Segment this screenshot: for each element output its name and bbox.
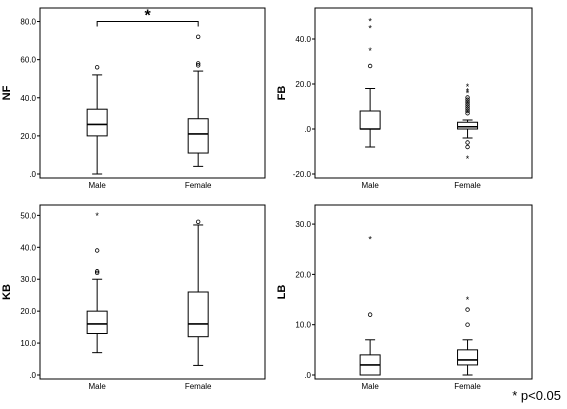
extreme-point: * bbox=[368, 235, 372, 245]
outlier-point bbox=[465, 102, 470, 107]
box-female bbox=[187, 34, 209, 167]
extreme-point: * bbox=[466, 295, 470, 305]
y-tick-label: 30.0 bbox=[20, 275, 36, 284]
outlier-point bbox=[367, 312, 373, 317]
y-tick-label: 10.0 bbox=[20, 339, 36, 348]
plot-frame bbox=[314, 7, 533, 179]
extreme-point: * bbox=[466, 86, 470, 96]
y-tick-label: 40.0 bbox=[20, 94, 36, 103]
plot-frame bbox=[39, 204, 266, 380]
box-female: * bbox=[457, 295, 479, 376]
box-male: *** bbox=[359, 17, 381, 148]
iqr-box bbox=[457, 121, 479, 130]
extreme-point: * bbox=[466, 82, 470, 92]
plot-frame bbox=[314, 204, 533, 380]
outlier-point bbox=[465, 104, 470, 109]
extreme-point: * bbox=[466, 89, 470, 99]
outlier-point bbox=[94, 248, 100, 253]
extreme-point: * bbox=[368, 17, 372, 27]
y-tick-label: -20.0 bbox=[293, 170, 312, 179]
outlier-point bbox=[195, 61, 201, 66]
y-tick-label: 10.0 bbox=[295, 321, 311, 330]
outlier-point bbox=[94, 269, 100, 274]
outlier-point bbox=[195, 219, 201, 224]
y-tick-label: .0 bbox=[29, 371, 36, 380]
outlier-point bbox=[94, 270, 100, 276]
y-axis-label: LB bbox=[276, 285, 288, 300]
iqr-box bbox=[187, 118, 209, 154]
iqr-box bbox=[187, 291, 209, 338]
y-tick-label: 20.0 bbox=[295, 270, 311, 279]
significance-bracket bbox=[96, 21, 199, 27]
iqr-box bbox=[86, 310, 108, 334]
y-tick-label: .0 bbox=[29, 170, 36, 179]
x-category-label: Male bbox=[361, 382, 379, 391]
box-female bbox=[187, 219, 209, 366]
significance-footnote: * p<0.05 bbox=[512, 388, 561, 403]
iqr-box bbox=[86, 108, 108, 137]
y-axis-label: NF bbox=[1, 85, 13, 100]
x-category-label: Male bbox=[88, 382, 106, 391]
y-tick-label: 30.0 bbox=[295, 220, 311, 229]
y-tick-label: 40.0 bbox=[295, 35, 311, 44]
outlier-point bbox=[465, 108, 470, 114]
outlier-point bbox=[465, 99, 470, 105]
iqr-box bbox=[359, 110, 381, 130]
box-male: * bbox=[359, 235, 381, 376]
y-tick-label: 50.0 bbox=[20, 211, 36, 220]
y-tick-label: 40.0 bbox=[20, 243, 36, 252]
extreme-point: * bbox=[95, 211, 99, 221]
outlier-point bbox=[465, 140, 470, 145]
chart-panel-nf: .0 20.0 40.0 60.0 80.0 NF Male Female * bbox=[1, 7, 266, 190]
outlier-point bbox=[465, 95, 470, 100]
box-male bbox=[86, 65, 108, 175]
chart-panel-kb: .0 10.0 20.0 30.0 40.0 50.0 KB * Male Female bbox=[1, 204, 266, 391]
box-male: * bbox=[86, 211, 108, 354]
chart-panel-fb: -20.0.020.040.0FB***Male****Female bbox=[276, 7, 533, 190]
outlier-point bbox=[94, 65, 100, 70]
outlier-point bbox=[465, 307, 470, 312]
y-tick-label: .0 bbox=[304, 125, 311, 134]
outlier-point bbox=[465, 111, 470, 116]
extreme-point: * bbox=[368, 46, 372, 56]
chart-panel-lb: .0 10.0 20.0 30.0 LB * Male * Female bbox=[276, 204, 533, 391]
x-category-label: Male bbox=[361, 181, 379, 190]
outlier-point bbox=[195, 63, 201, 68]
outlier-point bbox=[195, 34, 201, 39]
iqr-box bbox=[457, 349, 479, 366]
outlier-point bbox=[465, 144, 470, 150]
y-tick-label: .0 bbox=[304, 371, 311, 380]
plot-frame bbox=[39, 7, 266, 179]
box-female: **** bbox=[457, 82, 479, 164]
outlier-point bbox=[465, 97, 470, 102]
y-tick-label: 60.0 bbox=[20, 56, 36, 65]
x-category-label: Female bbox=[454, 382, 481, 391]
x-category-label: Female bbox=[185, 181, 212, 190]
extreme-point: * bbox=[368, 23, 372, 33]
x-category-label: Male bbox=[88, 181, 106, 190]
x-category-label: Female bbox=[185, 382, 212, 391]
significance-star: * bbox=[145, 8, 152, 25]
y-tick-label: 20.0 bbox=[295, 80, 311, 89]
y-tick-label: 20.0 bbox=[20, 307, 36, 316]
y-tick-label: 80.0 bbox=[20, 18, 36, 27]
outlier-point bbox=[465, 322, 470, 327]
y-axis-label: KB bbox=[1, 284, 13, 300]
x-category-label: Female bbox=[454, 181, 481, 190]
extreme-point: * bbox=[466, 154, 470, 164]
y-tick-label: 20.0 bbox=[20, 132, 36, 141]
y-axis-label: FB bbox=[276, 86, 288, 101]
outlier-point bbox=[465, 106, 470, 111]
outlier-point bbox=[367, 63, 373, 69]
